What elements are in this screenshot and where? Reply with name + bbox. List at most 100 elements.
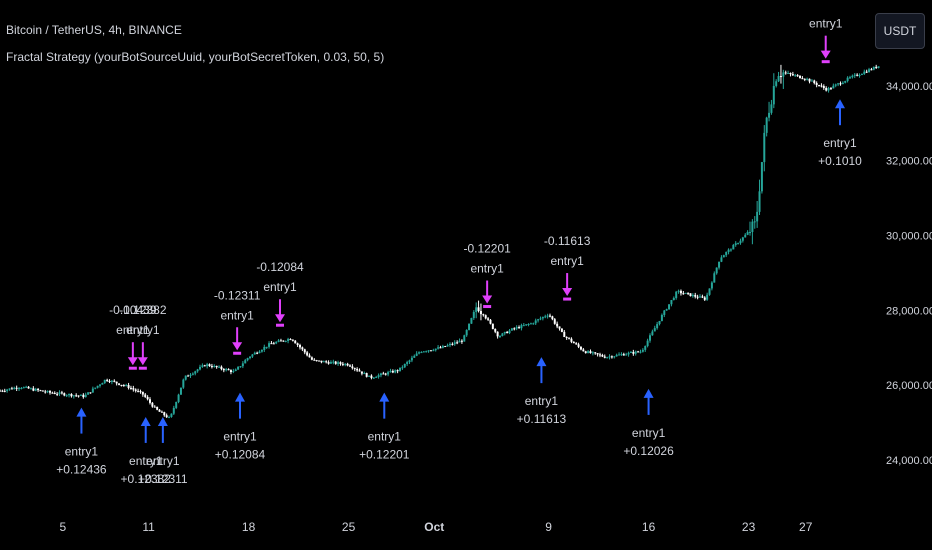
candle-body <box>413 355 416 358</box>
candle-body <box>868 69 871 73</box>
candle-body <box>287 339 290 341</box>
candle-body <box>341 363 344 365</box>
candle-body <box>60 392 63 394</box>
candle-body <box>484 315 487 319</box>
candle-body <box>289 339 292 341</box>
candle-body <box>556 323 559 327</box>
candle-body <box>477 307 480 312</box>
candle-body <box>722 255 725 258</box>
candle-body <box>334 361 337 364</box>
candle-body <box>863 71 866 74</box>
y-tick-label: 32,000.00 <box>886 156 932 168</box>
candle-body <box>37 388 40 391</box>
long-arrow-head <box>140 416 151 426</box>
candle-body <box>796 75 799 77</box>
candle-body <box>508 330 511 334</box>
candle-body <box>132 388 135 390</box>
candle-body <box>220 366 223 370</box>
candle-body <box>815 83 818 86</box>
candle-body <box>551 316 554 320</box>
candle-body <box>646 340 649 347</box>
candle-body <box>272 343 275 345</box>
candle-body <box>632 352 635 354</box>
candle-body <box>351 366 354 369</box>
currency-button[interactable]: USDT <box>875 13 925 49</box>
candle-body <box>358 370 361 372</box>
exit-arrow-head <box>127 357 138 366</box>
candle-body <box>479 311 482 315</box>
signal-name-label: entry1 <box>632 426 666 440</box>
study-legend[interactable]: Fractal Strategy (yourBotSourceUuid, you… <box>6 50 385 64</box>
candle-body <box>56 393 59 395</box>
candle-body <box>160 411 163 413</box>
candle-body <box>363 373 366 375</box>
candle-body <box>108 380 111 382</box>
candle-body <box>465 329 468 336</box>
candle-body <box>575 343 578 345</box>
candle-body <box>410 357 413 361</box>
candle-body <box>163 412 166 416</box>
candle-body <box>229 370 232 373</box>
exit-arrow-head <box>137 357 148 366</box>
signal-value-label: -0.12311 <box>214 288 261 302</box>
candle-body <box>691 294 694 297</box>
candle-body <box>789 73 792 75</box>
x-tick-label: 18 <box>242 520 256 534</box>
candle-body <box>584 351 587 354</box>
candle-body <box>668 304 671 310</box>
time-axis: 5111825Oct91623274 <box>60 520 813 534</box>
exit-arrow-head <box>562 288 573 297</box>
candle-body <box>72 395 75 397</box>
candle-body <box>208 364 211 367</box>
signal-name-label: entry1 <box>368 430 402 444</box>
symbol-title[interactable]: Bitcoin / TetherUS, 4h, BINANCE <box>6 23 182 37</box>
candle-body <box>870 69 873 71</box>
candle-body <box>391 370 394 373</box>
candle-body <box>734 243 737 246</box>
candle-body <box>706 294 709 300</box>
candle-body <box>294 340 297 344</box>
candle-body <box>415 353 418 356</box>
candle-body <box>739 240 742 244</box>
candle-body <box>491 323 494 329</box>
candle-body <box>401 367 404 369</box>
signal-name-label: entry1 <box>116 323 150 337</box>
candle-body <box>387 372 390 375</box>
candle-body <box>360 371 363 374</box>
candle-body <box>453 342 456 345</box>
candle-body <box>777 76 780 82</box>
candle-body <box>860 73 863 75</box>
candle-body <box>713 273 716 283</box>
candle-body <box>179 387 182 395</box>
candle-body <box>265 346 268 348</box>
candle-body <box>422 351 425 353</box>
signal-value-label: +0.12311 <box>138 472 188 486</box>
candle-body <box>537 319 540 321</box>
candle-body <box>853 74 856 76</box>
candle-body <box>482 314 485 316</box>
candle-body <box>625 354 628 356</box>
candle-body <box>34 388 37 391</box>
candle-body <box>63 393 66 396</box>
candle-body <box>501 333 504 337</box>
candle-body <box>6 389 9 391</box>
candle-body <box>49 391 51 393</box>
candle-body <box>568 337 571 339</box>
candle-body <box>141 391 144 395</box>
candle-body <box>772 85 775 105</box>
candle-body <box>756 211 759 222</box>
candle-body <box>741 237 744 241</box>
candle-body <box>122 385 125 387</box>
candle-body <box>763 132 766 163</box>
candle-body <box>303 349 306 353</box>
candle-body <box>437 347 440 349</box>
candle-body <box>339 362 342 364</box>
candle-body <box>1 390 4 392</box>
candle-body <box>349 365 351 367</box>
candle-body <box>589 351 592 354</box>
candle-body <box>258 351 261 354</box>
candle-body <box>672 298 675 301</box>
candle-body <box>329 362 332 364</box>
candle-body <box>406 362 409 364</box>
